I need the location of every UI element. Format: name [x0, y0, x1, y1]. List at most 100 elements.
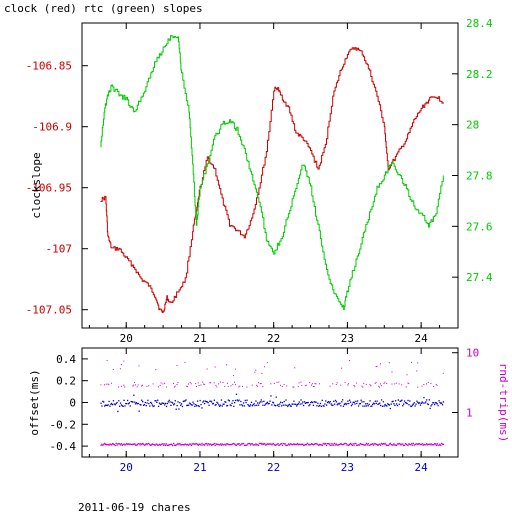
roundtrip-dot	[350, 443, 353, 445]
offset-dot	[142, 404, 145, 406]
roundtrip-dot	[203, 383, 205, 385]
offset-dot	[218, 404, 220, 406]
offset-dot	[308, 405, 310, 407]
series-roundtrip-dots	[100, 360, 445, 447]
roundtrip-dot	[354, 386, 356, 388]
roundtrip-dot	[440, 444, 442, 446]
offset-dot	[422, 402, 424, 404]
roundtrip-dot	[255, 369, 257, 371]
roundtrip-dot	[409, 443, 411, 446]
roundtrip-dot	[339, 443, 341, 446]
roundtrip-dot	[184, 443, 186, 445]
roundtrip-dot	[375, 443, 377, 445]
roundtrip-dot	[202, 381, 204, 383]
offset-dot	[404, 401, 407, 404]
roundtrip-dot	[268, 443, 270, 445]
offset-dot	[441, 404, 444, 406]
offset-dot	[136, 403, 138, 405]
offset-dot	[191, 404, 193, 406]
offset-dot	[309, 404, 311, 406]
roundtrip-dot	[200, 384, 202, 386]
offset-dot	[387, 403, 389, 405]
offset-dot	[116, 401, 118, 404]
offset-dot	[343, 403, 345, 406]
roundtrip-dot	[370, 385, 372, 387]
roundtrip-dot	[181, 444, 184, 446]
roundtrip-dot	[388, 362, 390, 364]
roundtrip-dot	[142, 443, 145, 445]
offset-dot	[382, 401, 384, 403]
roundtrip-dot	[403, 444, 405, 447]
offset-dot	[240, 400, 242, 403]
offset-dot	[296, 405, 298, 407]
roundtrip-dot	[205, 442, 207, 445]
offset-dot	[188, 404, 190, 406]
offset-dot	[223, 403, 225, 405]
offset-dot	[177, 401, 179, 403]
offset-dot	[257, 404, 260, 406]
offset-dot	[267, 403, 269, 405]
roundtrip-dot	[380, 363, 381, 365]
roundtrip-dot	[349, 360, 350, 362]
roundtrip-dot	[165, 443, 168, 445]
roundtrip-dot	[310, 443, 312, 446]
roundtrip-dot	[168, 444, 170, 446]
roundtrip-dot	[153, 443, 155, 446]
roundtrip-dot	[326, 443, 329, 445]
offset-dot	[292, 403, 294, 405]
offset-dot	[334, 403, 336, 405]
offset-dot	[168, 399, 170, 401]
offset-dot	[144, 401, 146, 404]
offset-dot	[366, 403, 368, 405]
roundtrip-dot	[327, 443, 330, 445]
roundtrip-dot	[372, 444, 375, 446]
roundtrip-dot	[114, 444, 116, 447]
roundtrip-dot	[123, 384, 125, 386]
roundtrip-dot	[173, 442, 175, 445]
offset-dot	[265, 402, 268, 404]
offset-dot	[315, 401, 317, 403]
x-tick-label: 22	[267, 461, 280, 474]
series-clock-red-line	[100, 47, 444, 313]
offset-dot	[203, 400, 205, 402]
roundtrip-dot	[112, 443, 115, 445]
offset-dot	[206, 401, 208, 403]
offset-dot	[379, 402, 381, 404]
offset-dot	[326, 404, 328, 406]
roundtrip-dot	[103, 443, 105, 445]
roundtrip-dot	[227, 443, 230, 446]
offset-dot	[391, 401, 393, 403]
roundtrip-dot	[437, 444, 439, 446]
offset-dot	[241, 404, 243, 406]
roundtrip-dot	[152, 383, 154, 385]
roundtrip-dot	[111, 443, 114, 445]
y2-axis-label: rnd-trip(ms)	[497, 363, 510, 442]
offset-dot	[348, 402, 350, 405]
roundtrip-dot	[106, 360, 108, 362]
offset-dot	[425, 401, 427, 403]
offset-dot	[254, 404, 256, 407]
footer-label: 2011-06-19 chares	[78, 501, 191, 514]
offset-dot	[180, 403, 183, 405]
offset-dot	[250, 401, 253, 403]
roundtrip-dot	[149, 444, 151, 446]
roundtrip-dot	[380, 442, 383, 445]
offset-dot	[319, 404, 321, 407]
offset-dot	[266, 401, 269, 403]
offset-dot	[148, 402, 150, 405]
roundtrip-dot	[353, 444, 355, 446]
roundtrip-dot	[282, 442, 284, 445]
roundtrip-dot	[378, 385, 380, 387]
offset-dot	[314, 401, 316, 403]
roundtrip-dot	[234, 383, 236, 385]
roundtrip-dot	[186, 444, 188, 446]
roundtrip-dot	[222, 444, 224, 446]
offset-dot	[209, 400, 211, 402]
roundtrip-dot	[225, 444, 227, 446]
offset-dot	[228, 400, 230, 402]
offset-dot	[345, 403, 347, 406]
roundtrip-dot	[298, 443, 300, 445]
roundtrip-dot	[401, 443, 403, 445]
offset-dot	[274, 405, 276, 407]
roundtrip-dot	[249, 444, 252, 446]
